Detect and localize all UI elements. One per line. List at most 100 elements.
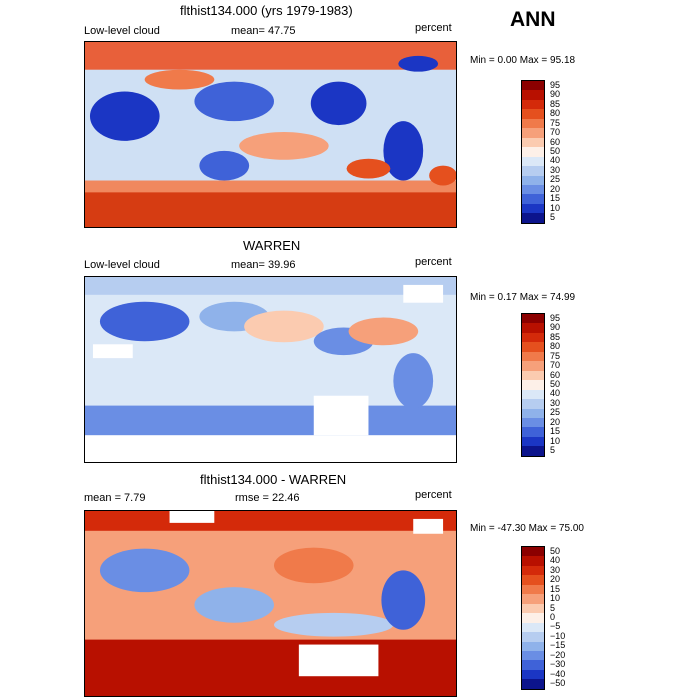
colorbar-swatch — [522, 213, 544, 223]
colorbar-tick-label: 50 — [550, 545, 561, 556]
colorbar-tick-label: 5 — [550, 445, 556, 456]
colorbar-swatch — [522, 361, 544, 371]
colorbar-tick-label: 80 — [550, 108, 561, 119]
colorbar-tick-label: 30 — [550, 397, 561, 408]
colorbar-swatch — [522, 660, 544, 670]
colorbar-swatch — [522, 137, 544, 148]
colorbar-swatch — [522, 351, 544, 362]
colorbar-tick-label: −20 — [550, 649, 566, 660]
colorbar-tick-label: 40 — [550, 388, 561, 399]
colorbar-tick-label: 10 — [550, 593, 561, 604]
colorbar-tick-label: 30 — [550, 164, 561, 175]
colorbar-tick-label: 0 — [550, 612, 556, 622]
colorbar-tick-label: 60 — [550, 136, 561, 147]
colorbar-swatch — [522, 669, 544, 680]
panel-1-variable-label: Low-level cloud — [84, 25, 160, 37]
panel-3-units-label: percent — [415, 489, 452, 501]
colorbar-swatch — [522, 547, 544, 557]
season-label: ANN — [510, 8, 556, 31]
colorbar-tick-label: 20 — [550, 183, 561, 194]
colorbar-tick-label: 15 — [550, 193, 561, 204]
colorbar-swatch — [522, 427, 544, 437]
colorbar-tick-label: 60 — [550, 369, 561, 380]
colorbar-tick-label: 95 — [550, 79, 561, 90]
colorbar-swatch — [522, 99, 544, 110]
panel-1-mean-label: mean= 47.75 — [231, 25, 296, 37]
colorbar-swatch — [522, 166, 544, 176]
panel-3-rmse-label: rmse = 22.46 — [235, 492, 300, 504]
panel-3-min-max: Min = -47.30 Max = 75.00 — [470, 523, 584, 534]
panel-2-title: WARREN — [243, 238, 301, 253]
colorbar-swatch — [522, 632, 544, 642]
colorbar-swatch — [522, 556, 544, 566]
colorbar-swatch — [522, 565, 544, 576]
panel-2-units-label: percent — [415, 256, 452, 268]
colorbar-tick-label: 70 — [550, 127, 561, 138]
colorbar-swatch — [522, 90, 544, 100]
colorbar-tick-label: 30 — [550, 564, 561, 575]
colorbar-swatch — [522, 156, 544, 167]
colorbar-tick-label: 25 — [550, 407, 561, 418]
colorbar-tick-label: 75 — [550, 117, 561, 128]
colorbar-tick-label: 90 — [550, 322, 561, 333]
colorbar-swatch — [522, 594, 544, 604]
colorbar-tick-label: 50 — [550, 379, 561, 389]
panel-2-colorbar — [521, 313, 545, 457]
colorbar-swatch — [522, 109, 544, 119]
colorbar-swatch — [522, 194, 544, 204]
panel-2-min-max: Min = 0.17 Max = 74.99 — [470, 292, 576, 303]
colorbar-tick-label: 70 — [550, 360, 561, 371]
colorbar-swatch — [522, 81, 544, 91]
colorbar-tick-label: 10 — [550, 435, 561, 446]
colorbar-swatch — [522, 147, 544, 157]
colorbar-tick-label: 75 — [550, 350, 561, 361]
panel-3-mean-label: mean = 7.79 — [84, 492, 146, 504]
colorbar-swatch — [522, 118, 544, 129]
colorbar-swatch — [522, 613, 544, 623]
colorbar-tick-label: 85 — [550, 98, 561, 109]
panel-1-map — [84, 41, 457, 228]
colorbar-tick-label: −50 — [550, 678, 566, 689]
colorbar-tick-label: 5 — [550, 602, 556, 613]
colorbar-swatch — [522, 175, 544, 185]
colorbar-swatch — [522, 380, 544, 390]
colorbar-swatch — [522, 323, 544, 333]
panel-3-map — [84, 510, 457, 697]
panel-3-title: flthist134.000 - WARREN — [200, 472, 347, 487]
colorbar-tick-label: −40 — [550, 668, 566, 679]
colorbar-swatch — [522, 417, 544, 428]
colorbar-swatch — [522, 370, 544, 381]
panel-3-colorbar — [521, 546, 545, 690]
panel-2-map — [84, 276, 457, 463]
colorbar-swatch — [522, 332, 544, 343]
colorbar-tick-label: 50 — [550, 146, 561, 156]
colorbar-swatch — [522, 184, 544, 195]
colorbar-swatch — [522, 622, 544, 633]
colorbar-tick-label: −10 — [550, 630, 566, 641]
colorbar-tick-label: 10 — [550, 202, 561, 213]
panel-1-units-label: percent — [415, 22, 452, 34]
panel-2-mean-label: mean= 39.96 — [231, 259, 296, 271]
panel-1-colorbar — [521, 80, 545, 224]
colorbar-swatch — [522, 128, 544, 138]
colorbar-swatch — [522, 203, 544, 214]
colorbar-tick-label: 90 — [550, 89, 561, 100]
colorbar-swatch — [522, 650, 544, 661]
colorbar-tick-label: 25 — [550, 174, 561, 185]
colorbar-tick-label: −5 — [550, 621, 561, 632]
colorbar-swatch — [522, 399, 544, 409]
colorbar-tick-label: 15 — [550, 426, 561, 437]
panel-2-variable-label: Low-level cloud — [84, 259, 160, 271]
colorbar-swatch — [522, 408, 544, 418]
colorbar-swatch — [522, 575, 544, 585]
colorbar-tick-label: 40 — [550, 155, 561, 166]
colorbar-tick-label: 20 — [550, 416, 561, 427]
colorbar-tick-label: 85 — [550, 331, 561, 342]
colorbar-swatch — [522, 314, 544, 324]
colorbar-tick-label: 5 — [550, 212, 556, 223]
colorbar-tick-label: 15 — [550, 583, 561, 594]
colorbar-tick-label: 80 — [550, 341, 561, 352]
colorbar-tick-label: 40 — [550, 555, 561, 566]
colorbar-swatch — [522, 641, 544, 651]
colorbar-swatch — [522, 436, 544, 447]
